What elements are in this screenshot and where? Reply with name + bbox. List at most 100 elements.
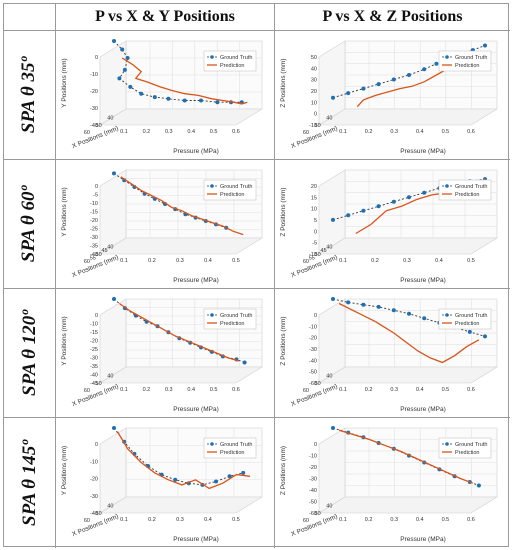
x-tick-label: 0.5	[442, 517, 450, 523]
legend-box	[203, 308, 257, 330]
y-tick-label: 20	[311, 89, 317, 95]
x-tick-label: 0.5	[442, 387, 450, 393]
legend-prediction-label: Prediction	[455, 321, 479, 327]
chart-panel: 20 15 10 5 0 -5 -10 0.1 0.2 0.3 0.4 0.5 60 55 50 45 40 Pr…	[275, 160, 510, 289]
column-header-xz: P vs X & Z Positions	[275, 4, 510, 31]
depth-tick-label: 60	[84, 130, 90, 136]
depth-tick-label: 50	[96, 252, 102, 258]
x-tick-label: 0.1	[120, 517, 128, 523]
y-tick-label: -20	[90, 218, 98, 224]
prediction-line	[120, 176, 244, 236]
ground-truth-point	[483, 334, 487, 339]
legend-ground-truth-marker	[210, 313, 214, 317]
depth-tick-label: 55	[309, 255, 315, 261]
legend: Ground Truth Prediction	[203, 50, 257, 72]
legend-ground-truth-marker	[445, 55, 449, 59]
legend: Ground Truth Prediction	[203, 179, 257, 201]
x-tick-label: 0.1	[339, 258, 347, 264]
legend-prediction-label: Prediction	[220, 321, 244, 327]
x-tick-label: 0.1	[120, 258, 128, 264]
y-tick-label: 10	[311, 207, 317, 213]
legend-ground-truth-label: Ground Truth	[220, 184, 252, 190]
ground-truth-point	[182, 98, 187, 103]
ground-truth-point	[112, 297, 116, 301]
y-tick-label: -5	[93, 193, 98, 199]
ground-truth-point	[361, 86, 366, 91]
y-tick-label: -20	[90, 89, 98, 95]
ground-truth-point	[476, 483, 481, 488]
depth-tick-label: 40	[107, 116, 113, 122]
chart-panel: 0 -10 -20 -30 -40 0.1 0.2 0.3 0.4 0.5 0.6 60 50 40 Pre…	[56, 31, 275, 160]
legend-prediction-label: Prediction	[455, 63, 479, 69]
ground-truth-line	[113, 40, 242, 103]
x-tick-label: 0.6	[467, 129, 475, 135]
x-tick-label: 0.3	[165, 387, 173, 393]
legend: Ground Truth Prediction	[438, 437, 492, 459]
depth-tick-label: 40	[107, 245, 113, 251]
depth-tick-label: 40	[326, 116, 332, 122]
x-tick-label: 0.2	[365, 129, 373, 135]
ground-truth-point	[376, 204, 381, 209]
y-tick-label: -60	[309, 511, 317, 517]
x-tick-label: 0.2	[143, 129, 151, 135]
ground-truth-point	[346, 91, 351, 96]
x-tick-label: 0.1	[339, 517, 347, 523]
y-axis-label: Z Positions (mm)	[280, 58, 287, 107]
legend-prediction-label: Prediction	[220, 63, 244, 69]
depth-tick-label: 50	[315, 511, 321, 517]
x-tick-label: 0.4	[187, 129, 195, 135]
legend-ground-truth-label: Ground Truth	[455, 442, 487, 448]
chart-svg: 50 40 30 20 10 0 -10 0.1 0.2 0.3 0.4 0.5 0.6 60 50 40 Pr…	[280, 40, 499, 155]
floor	[317, 237, 499, 255]
x-axis-label: Pressure (MPa)	[400, 536, 446, 543]
ground-truth-point	[391, 77, 396, 82]
ground-truth-point	[128, 84, 133, 89]
floor	[317, 496, 499, 514]
x-tick-label: 0.2	[148, 517, 156, 523]
x-axis-label: Pressure (MPa)	[400, 277, 446, 284]
x-tick-label: 0.5	[232, 517, 240, 523]
x-tick-label: 0.4	[416, 517, 424, 523]
y-tick-label: -10	[309, 454, 317, 460]
y-tick-label: -40	[90, 252, 98, 258]
legend-box	[438, 437, 492, 459]
depth-tick-label: 50	[96, 381, 102, 387]
prediction-line	[121, 57, 248, 105]
ground-truth-point	[199, 98, 203, 103]
x-axis-label: Pressure (MPa)	[400, 406, 446, 413]
y-tick-label: 30	[311, 78, 317, 84]
floor	[98, 237, 264, 255]
ground-truth-point	[407, 73, 411, 77]
chart-panel: 50 40 30 20 10 0 -10 0.1 0.2 0.3 0.4 0.5 0.6 60 50 40 Pr…	[275, 31, 510, 160]
y-tick-label: -35	[90, 364, 98, 370]
y-tick-label: -40	[90, 373, 98, 379]
y-tick-label: 10	[311, 100, 317, 106]
legend-ground-truth-label: Ground Truth	[220, 442, 252, 448]
y-tick-label: -40	[90, 123, 98, 129]
y-tick-label: -15	[90, 210, 98, 216]
legend: Ground Truth Prediction	[203, 308, 257, 330]
y-tick-label: -30	[90, 106, 98, 112]
y-tick-label: -30	[90, 356, 98, 362]
depth-tick-label: 60	[303, 518, 309, 524]
legend-ground-truth-marker	[445, 313, 449, 317]
x-tick-label: 0.2	[365, 387, 373, 393]
depth-tick-label: 40	[326, 374, 332, 380]
y-tick-label: -25	[90, 347, 98, 353]
y-tick-label: -35	[90, 244, 98, 250]
y-axis-label: Z Positions (mm)	[280, 187, 287, 236]
x-tick-label: 0.4	[416, 387, 424, 393]
ground-truth-point	[391, 199, 396, 204]
y-tick-label: -10	[309, 252, 317, 258]
chart-svg: 0 -10 -20 -30 -40 -50 -60 0.1 0.2 0.3 0.4 0.5 0.6 60 5…	[280, 426, 499, 543]
chart-svg: 0 -10 -15 -20 -25 -30 -35 -40 -45 0.1 0.2 0.3 0.4 0.5…	[61, 297, 264, 413]
y-axis-label: Z Positions (mm)	[280, 446, 287, 495]
row-label-cell: SPA θ 60º	[4, 160, 56, 289]
legend-ground-truth-marker	[445, 184, 449, 188]
legend-prediction-label: Prediction	[220, 192, 244, 198]
ground-truth-point	[166, 96, 171, 101]
y-tick-label: 0	[314, 229, 317, 235]
ground-truth-point	[122, 67, 127, 72]
ground-truth-point	[376, 304, 381, 309]
legend: Ground Truth Prediction	[438, 179, 492, 201]
